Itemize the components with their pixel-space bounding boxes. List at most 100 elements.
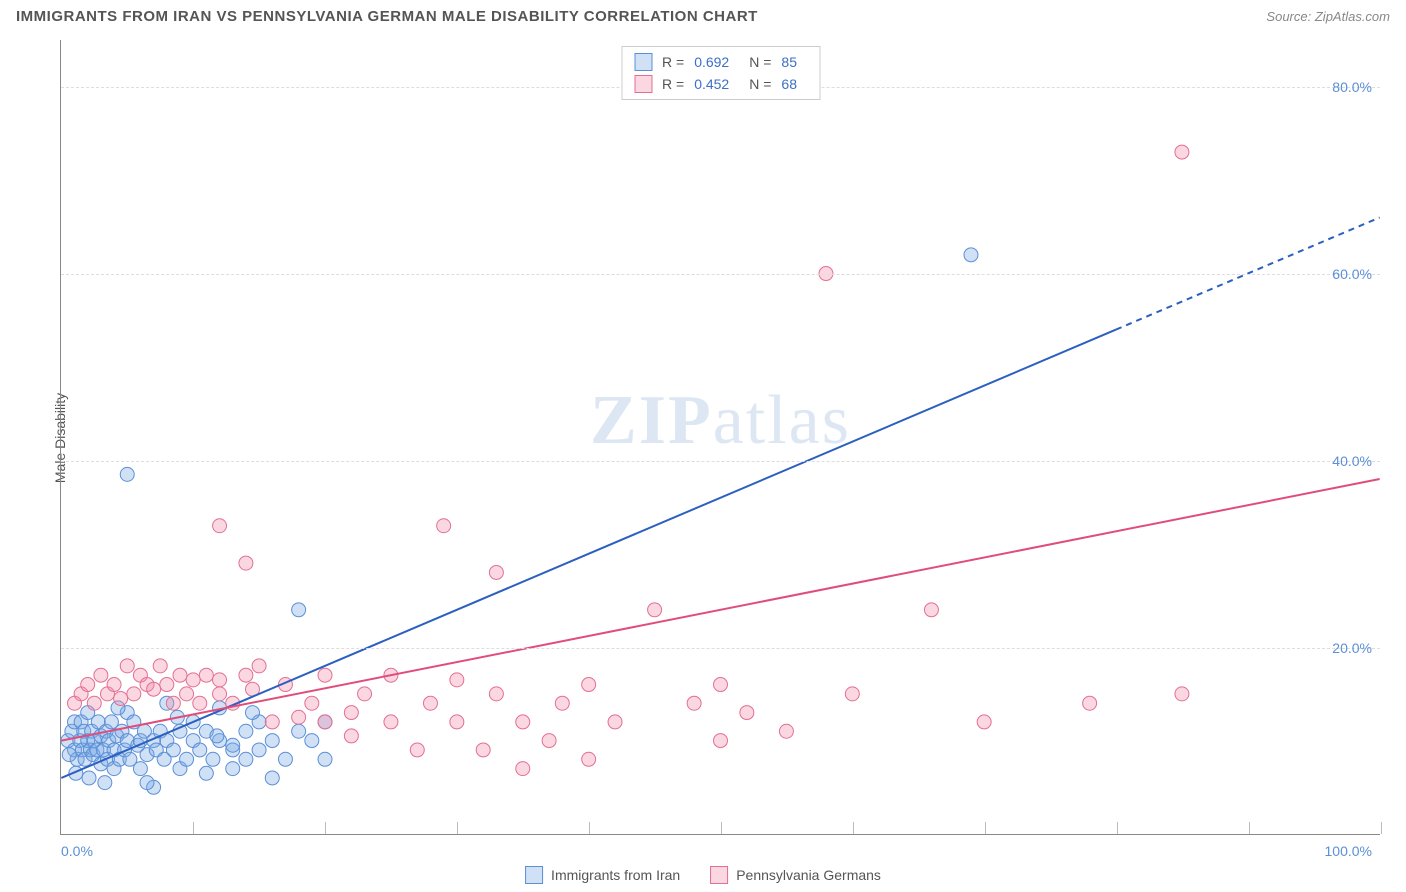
gridline — [61, 461, 1380, 462]
legend-item-iran: Immigrants from Iran — [525, 866, 680, 884]
scatter-point-iran — [120, 467, 134, 481]
plot-svg — [61, 40, 1380, 834]
chart-container: Male Disability ZIPatlas R = 0.692 N = 8… — [50, 40, 1390, 835]
scatter-point-iran — [292, 603, 306, 617]
scatter-point-iran — [193, 743, 207, 757]
scatter-point-pagerman — [740, 706, 754, 720]
scatter-point-pagerman — [1175, 687, 1189, 701]
scatter-point-iran — [180, 752, 194, 766]
legend-label-iran: Immigrants from Iran — [551, 867, 680, 883]
legend-swatch-pagerman — [634, 75, 652, 93]
scatter-point-pagerman — [516, 762, 530, 776]
scatter-point-iran — [226, 738, 240, 752]
legend-label-pagerman: Pennsylvania Germans — [736, 867, 881, 883]
scatter-point-pagerman — [714, 678, 728, 692]
scatter-point-pagerman — [344, 729, 358, 743]
scatter-point-iran — [199, 766, 213, 780]
r-value-pagerman: 0.452 — [694, 76, 729, 92]
scatter-point-pagerman — [384, 715, 398, 729]
x-tick-max: 100.0% — [1325, 843, 1372, 859]
scatter-point-pagerman — [166, 696, 180, 710]
scatter-point-pagerman — [153, 659, 167, 673]
scatter-point-iran — [318, 752, 332, 766]
scatter-point-pagerman — [114, 692, 128, 706]
gridline — [61, 648, 1380, 649]
scatter-point-pagerman — [687, 696, 701, 710]
scatter-point-pagerman — [714, 734, 728, 748]
r-value-iran: 0.692 — [694, 54, 729, 70]
scatter-point-pagerman — [87, 696, 101, 710]
scatter-point-pagerman — [94, 668, 108, 682]
scatter-point-pagerman — [779, 724, 793, 738]
scatter-point-iran — [239, 724, 253, 738]
gridline — [61, 274, 1380, 275]
scatter-point-pagerman — [120, 659, 134, 673]
trendline-iran-solid — [61, 330, 1116, 778]
scatter-point-pagerman — [977, 715, 991, 729]
scatter-point-pagerman — [476, 743, 490, 757]
scatter-point-pagerman — [489, 687, 503, 701]
scatter-point-pagerman — [648, 603, 662, 617]
plot-area: ZIPatlas R = 0.692 N = 85 R = 0.452 N = … — [60, 40, 1380, 835]
scatter-point-iran — [82, 771, 96, 785]
scatter-point-iran — [265, 734, 279, 748]
source-label: Source: — [1266, 9, 1311, 24]
legend-item-pagerman: Pennsylvania Germans — [710, 866, 881, 884]
scatter-point-iran — [226, 762, 240, 776]
scatter-point-pagerman — [450, 673, 464, 687]
scatter-point-iran — [292, 724, 306, 738]
scatter-point-pagerman — [516, 715, 530, 729]
x-grid-tick — [325, 822, 326, 834]
x-tick-min: 0.0% — [61, 843, 93, 859]
scatter-point-iran — [265, 771, 279, 785]
scatter-point-pagerman — [186, 673, 200, 687]
chart-title: IMMIGRANTS FROM IRAN VS PENNSYLVANIA GER… — [16, 8, 758, 25]
y-tick-label: 80.0% — [1332, 79, 1372, 95]
y-tick-label: 60.0% — [1332, 266, 1372, 282]
scatter-point-iran — [166, 743, 180, 757]
x-grid-tick — [457, 822, 458, 834]
n-value-pagerman: 68 — [781, 76, 797, 92]
legend-swatch-pagerman — [710, 866, 728, 884]
scatter-point-pagerman — [239, 668, 253, 682]
x-grid-tick — [193, 822, 194, 834]
scatter-point-pagerman — [582, 752, 596, 766]
scatter-point-pagerman — [423, 696, 437, 710]
scatter-point-iran — [133, 762, 147, 776]
scatter-point-pagerman — [318, 668, 332, 682]
source-value: ZipAtlas.com — [1315, 9, 1390, 24]
scatter-point-pagerman — [305, 696, 319, 710]
scatter-point-pagerman — [318, 715, 332, 729]
scatter-point-iran — [206, 752, 220, 766]
scatter-point-pagerman — [239, 556, 253, 570]
legend-stats-box: R = 0.692 N = 85 R = 0.452 N = 68 — [621, 46, 820, 100]
scatter-point-pagerman — [292, 710, 306, 724]
scatter-point-pagerman — [582, 678, 596, 692]
scatter-point-iran — [140, 776, 154, 790]
y-tick-label: 20.0% — [1332, 640, 1372, 656]
scatter-point-pagerman — [542, 734, 556, 748]
scatter-point-iran — [278, 752, 292, 766]
legend-series: Immigrants from Iran Pennsylvania German… — [525, 866, 881, 884]
x-grid-tick — [589, 822, 590, 834]
source-attribution: Source: ZipAtlas.com — [1266, 9, 1390, 24]
scatter-point-iran — [210, 729, 224, 743]
scatter-point-pagerman — [252, 659, 266, 673]
scatter-point-pagerman — [81, 678, 95, 692]
scatter-point-iran — [62, 748, 76, 762]
scatter-point-pagerman — [265, 715, 279, 729]
scatter-point-pagerman — [193, 696, 207, 710]
x-grid-tick — [1381, 822, 1382, 834]
x-grid-tick — [1117, 822, 1118, 834]
scatter-point-pagerman — [107, 678, 121, 692]
x-grid-tick — [985, 822, 986, 834]
legend-stat-row-iran: R = 0.692 N = 85 — [634, 51, 807, 73]
scatter-point-pagerman — [437, 519, 451, 533]
legend-swatch-iran — [634, 53, 652, 71]
scatter-point-pagerman — [180, 687, 194, 701]
x-grid-tick — [1249, 822, 1250, 834]
scatter-point-pagerman — [450, 715, 464, 729]
scatter-point-iran — [245, 706, 259, 720]
y-tick-label: 40.0% — [1332, 453, 1372, 469]
legend-stat-row-pagerman: R = 0.452 N = 68 — [634, 73, 807, 95]
